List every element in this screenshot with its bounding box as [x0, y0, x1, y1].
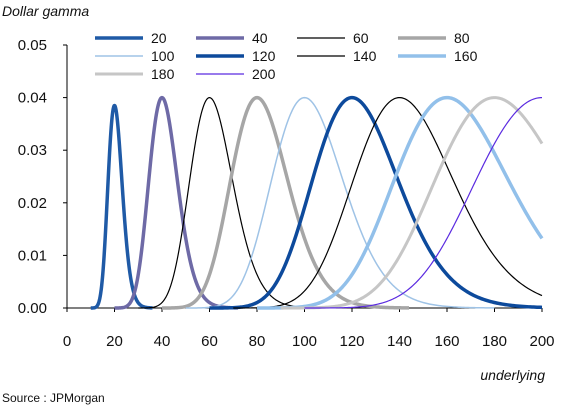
- legend-label-40: 40: [252, 30, 268, 46]
- series-line-120: [209, 95, 543, 310]
- y-tick-label: 0.03: [18, 142, 47, 159]
- x-tick-label: 0: [63, 333, 71, 350]
- legend-label-120: 120: [252, 48, 276, 64]
- y-tick-label: 0.05: [18, 37, 47, 54]
- series-line-140: [233, 97, 543, 309]
- series-line-40: [113, 95, 240, 310]
- legend-label-60: 60: [353, 30, 369, 46]
- x-axis-label: underlying: [480, 367, 545, 383]
- series-line-60: [138, 96, 324, 309]
- x-tick-label: 20: [106, 333, 123, 350]
- y-tick-label: 0.04: [18, 90, 47, 107]
- legend-label-100: 100: [151, 48, 175, 64]
- axes: [63, 44, 543, 312]
- x-tick-label: 60: [201, 333, 218, 350]
- y-tick-label: 0.00: [18, 300, 47, 317]
- y-tick-labels: 0.00 0.01 0.02 0.03 0.04 0.05: [18, 37, 47, 317]
- series-line-200: [304, 97, 543, 309]
- source-note: Source : JPMorgan: [2, 391, 105, 405]
- x-tick-label: 200: [529, 333, 554, 350]
- x-tick-label: 80: [249, 333, 266, 350]
- legend-label-180: 180: [151, 66, 175, 82]
- x-tick-label: 180: [482, 333, 507, 350]
- x-tick-label: 160: [434, 333, 459, 350]
- series-line-20: [89, 103, 154, 310]
- legend-label-20: 20: [151, 30, 167, 46]
- x-tick-labels: 0 20 40 60 80 100 120 140 160 180 200: [63, 333, 555, 350]
- x-tick-label: 100: [292, 333, 317, 350]
- series-line-160: [256, 95, 544, 310]
- series-lines: [89, 95, 544, 310]
- series-line-100: [185, 96, 495, 309]
- legend-label-80: 80: [454, 30, 470, 46]
- x-tick-label: 40: [154, 333, 171, 350]
- legend-label-160: 160: [454, 48, 478, 64]
- y-tick-label: 0.02: [18, 195, 47, 212]
- x-tick-label: 140: [387, 333, 412, 350]
- legend: 20 40 60 80 100 120 140 160 180 200: [95, 30, 478, 82]
- legend-label-200: 200: [252, 66, 276, 82]
- y-tick-label: 0.01: [18, 247, 47, 264]
- series-line-180: [280, 96, 544, 310]
- legend-label-140: 140: [353, 48, 377, 64]
- x-tick-label: 120: [339, 333, 364, 350]
- y-axis-label: Dollar gamma: [2, 3, 89, 19]
